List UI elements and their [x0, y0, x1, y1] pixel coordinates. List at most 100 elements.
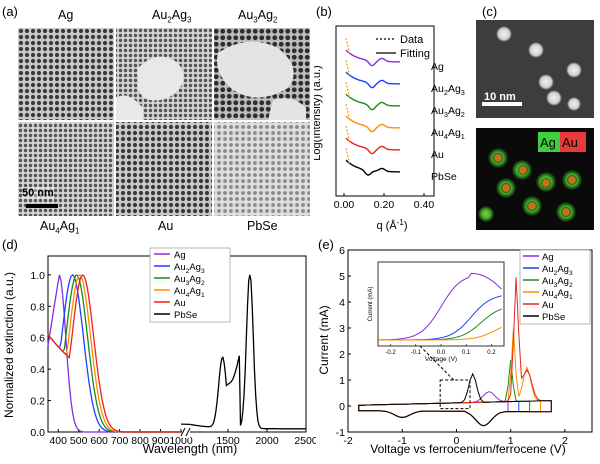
cv-inset-ylabel: Current (mA): [368, 287, 374, 322]
saxs-fit-PbSe: [345, 159, 400, 176]
tem-scale-label: 50 nm: [22, 187, 54, 199]
saxs-data-Au2Ag3: [345, 59, 351, 76]
saxs-series-label-Au2Ag3: Au2Ag3: [431, 83, 465, 97]
panel-d-letter: (d): [2, 237, 18, 252]
eds-au-label: Au: [562, 135, 578, 150]
saxs-legend-fit: Fitting: [400, 48, 430, 60]
saxs-data-Au: [345, 125, 351, 142]
panel-e-letter: (e): [318, 237, 334, 252]
tem-label-ag: Ag: [58, 8, 74, 22]
cv-legend-label-Ag: Ag: [542, 252, 554, 263]
saxs-xtick-label: 0.00: [334, 199, 355, 211]
tem-label-au2ag3: Au2Ag3: [152, 8, 192, 25]
panel-b-letter: (b): [316, 4, 332, 19]
extinction-xtick-label: 800: [131, 435, 149, 447]
haadf-scale-bar: [482, 102, 522, 106]
haadf-scale-label: 10 nm: [484, 91, 516, 103]
extinction-legend-label-Au4Ag1: Au4Ag1: [174, 286, 205, 299]
extinction-axis-break-mark: [180, 427, 186, 437]
cv-xtick-label: -2: [343, 435, 352, 447]
cv-ytick-label: 1: [339, 375, 345, 387]
cv-ytick-label: 6: [339, 245, 345, 257]
extinction-ytick-label: 0.6: [30, 333, 45, 345]
extinction-xlabel: Wavelength (nm): [143, 442, 238, 456]
cv-loop-PbSe: [358, 372, 552, 427]
extinction-line-PbSe: [180, 274, 306, 430]
tem-scale-bar: [26, 204, 58, 208]
eds-ag-tag: [538, 132, 560, 152]
extinction-legend-label-PbSe: PbSe: [174, 310, 197, 321]
cv-frame: [347, 249, 593, 433]
cv-legend-label-Au2Ag3: Au2Ag3: [542, 264, 573, 277]
cv-ytick-label: 2: [339, 349, 345, 361]
saxs-fit-Au: [345, 137, 400, 155]
cv-inset-line-Au4Ag1: [378, 326, 502, 341]
extinction-legend-label-Au3Ag2: Au3Ag2: [174, 274, 205, 287]
saxs-legend-data: Data: [400, 34, 424, 46]
extinction-xtick-label: 600: [90, 435, 108, 447]
saxs-xlabel: q (Å-1): [377, 218, 408, 232]
cv-zoom-box: [439, 379, 471, 410]
tem-label-au4ag1: Au4Ag1: [40, 219, 80, 236]
cv-legend-box: [519, 249, 591, 325]
saxs-ylabel: Log(Intensity) (a.u.): [314, 65, 323, 160]
extinction-legend-box: [149, 247, 231, 323]
cv-ytick-label: 4: [339, 297, 345, 309]
cv-legend-label-PbSe: PbSe: [542, 312, 565, 323]
extinction-xtick-label: 2000: [255, 435, 279, 447]
cv-inset-xtick-label: -0.2: [385, 350, 396, 356]
extinction-ytick-label: 1.0: [30, 270, 45, 282]
saxs-data-Au3Ag2: [345, 81, 351, 98]
saxs-chart: 0.00 0.20 0.40 AgAu2Ag3Au3Ag2Au4Ag1AuPbSe …: [314, 25, 465, 232]
saxs-data-PbSe: [345, 147, 351, 164]
saxs-frame: [335, 25, 435, 197]
saxs-fit-Au2Ag3: [345, 71, 400, 89]
cv-legend-label-Au: Au: [542, 300, 554, 311]
tem-label-pbse: PbSe: [247, 219, 278, 233]
cv-ylabel: Current (mA): [317, 305, 331, 374]
cv-legend-label-Au4Ag1: Au4Ag1: [542, 288, 573, 301]
extinction-ytick-label: 0.2: [30, 396, 45, 408]
cv-ytick-label: 3: [339, 323, 345, 335]
tem-label-au: Au: [158, 219, 174, 233]
cv-legend-label-Au3Ag2: Au3Ag2: [542, 276, 573, 289]
cv-zoom-connector: [415, 341, 455, 381]
tem-au4ag1: [18, 122, 114, 216]
cv-inset-xtick-label: -0.1: [411, 350, 422, 356]
extinction-ytick-label: 0.8: [30, 301, 45, 313]
saxs-data-Au4Ag1: [345, 103, 351, 120]
cv-xlabel: Voltage vs ferrocenium/ferrocene (V): [370, 442, 565, 456]
cv-xtick-label: 1: [508, 435, 514, 447]
panel-c-letter: (c): [482, 4, 498, 19]
saxs-fit-Au4Ag1: [345, 115, 400, 133]
tem-image-grid: [18, 28, 310, 216]
haadf-eds-images: 10 nm Ag Au: [476, 20, 594, 230]
extinction-xtick-label: 700: [111, 435, 129, 447]
saxs-series-label-Au3Ag2: Au3Ag2: [431, 105, 465, 119]
extinction-axis-break-mark: [185, 427, 191, 437]
extinction-xtick-label: 900: [152, 435, 170, 447]
extinction-xtick-label: 1500: [216, 435, 240, 447]
extinction-legend-label-Au: Au: [174, 298, 186, 309]
cv-inset-xtick-label: 0.2: [487, 350, 496, 356]
extinction-xtick-label: 400: [49, 435, 67, 447]
panel-a-letter: (a): [2, 4, 18, 19]
eds-ag-label: Ag: [540, 135, 556, 150]
eds-au-tag: [560, 132, 586, 152]
saxs-series-label-Ag: Ag: [431, 61, 444, 73]
tem-ag: [18, 28, 114, 120]
extinction-xtick-label: 2500: [294, 435, 316, 447]
extinction-legend-label-Ag: Ag: [174, 250, 186, 261]
cv-inset-xtick-label: 0.1: [462, 350, 471, 356]
cv-xtick-label: 2: [562, 435, 568, 447]
cv-inset-line-Ag: [377, 272, 502, 341]
cv-ytick-label: 0: [339, 401, 345, 413]
cv-inset-xlabel: Voltage (V): [425, 356, 457, 363]
cv-xtick-label: -1: [398, 435, 407, 447]
cv-inset-frame: [377, 261, 505, 347]
extinction-xtick-label: 500: [70, 435, 88, 447]
saxs-series-label-PbSe: PbSe: [431, 171, 457, 183]
cv-ytick-label: 5: [339, 271, 345, 283]
cv-inset-xtick-label: 0.0: [437, 350, 446, 356]
